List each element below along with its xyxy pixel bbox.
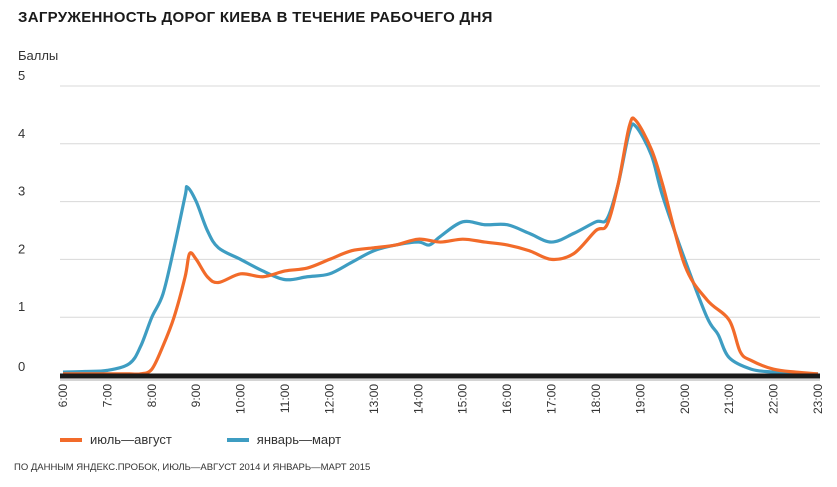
legend-item-summer: июль—август bbox=[60, 432, 172, 447]
x-tick-label: 11:00 bbox=[278, 384, 292, 413]
legend-swatch-winter bbox=[226, 437, 249, 442]
x-tick-label: 12:00 bbox=[322, 384, 336, 414]
x-tick-label: 14:00 bbox=[411, 384, 425, 414]
y-tick-label: 4 bbox=[18, 126, 25, 141]
legend-label-winter: январь—март bbox=[256, 432, 342, 447]
chart-title: ЗАГРУЖЕННОСТЬ ДОРОГ КИЕВА В ТЕЧЕНИЕ РАБО… bbox=[18, 9, 493, 26]
series-line-summer bbox=[63, 116, 819, 376]
x-tick-label: 6:00 bbox=[56, 384, 70, 408]
series-line-winter bbox=[62, 122, 819, 376]
y-axis-label: Баллы bbox=[18, 48, 58, 63]
legend-swatch-summer bbox=[60, 437, 82, 442]
x-tick-label: 9:00 bbox=[189, 384, 203, 408]
legend-label-summer: июль—август bbox=[90, 432, 172, 447]
x-tick-label: 15:00 bbox=[456, 384, 470, 414]
x-tick-label: 17:00 bbox=[545, 384, 559, 414]
y-tick-label: 0 bbox=[18, 359, 25, 374]
x-tick-label: 10:00 bbox=[234, 384, 248, 414]
legend-item-winter: январь—март bbox=[226, 432, 342, 447]
x-tick-label: 21:00 bbox=[722, 384, 736, 414]
legend: июль—август январь—март bbox=[60, 432, 341, 447]
x-tick-label: 18:00 bbox=[589, 384, 603, 414]
x-tick-label: 7:00 bbox=[100, 384, 114, 408]
x-tick-label: 22:00 bbox=[767, 384, 781, 414]
y-tick-label: 3 bbox=[18, 184, 25, 199]
x-tick-label: 20:00 bbox=[678, 384, 692, 414]
x-tick-label: 8:00 bbox=[145, 384, 159, 408]
x-tick-label: 19:00 bbox=[633, 384, 647, 414]
x-tick-label: 23:00 bbox=[811, 384, 825, 414]
y-tick-label: 1 bbox=[18, 299, 25, 314]
y-tick-label: 5 bbox=[18, 68, 25, 83]
y-tick-label: 2 bbox=[18, 241, 25, 256]
source-note: ПО ДАННЫМ ЯНДЕКС.ПРОБОК, ИЮЛЬ—АВГУСТ 201… bbox=[14, 462, 371, 473]
x-tick-label: 13:00 bbox=[367, 384, 381, 414]
x-tick-label: 16:00 bbox=[500, 384, 514, 414]
